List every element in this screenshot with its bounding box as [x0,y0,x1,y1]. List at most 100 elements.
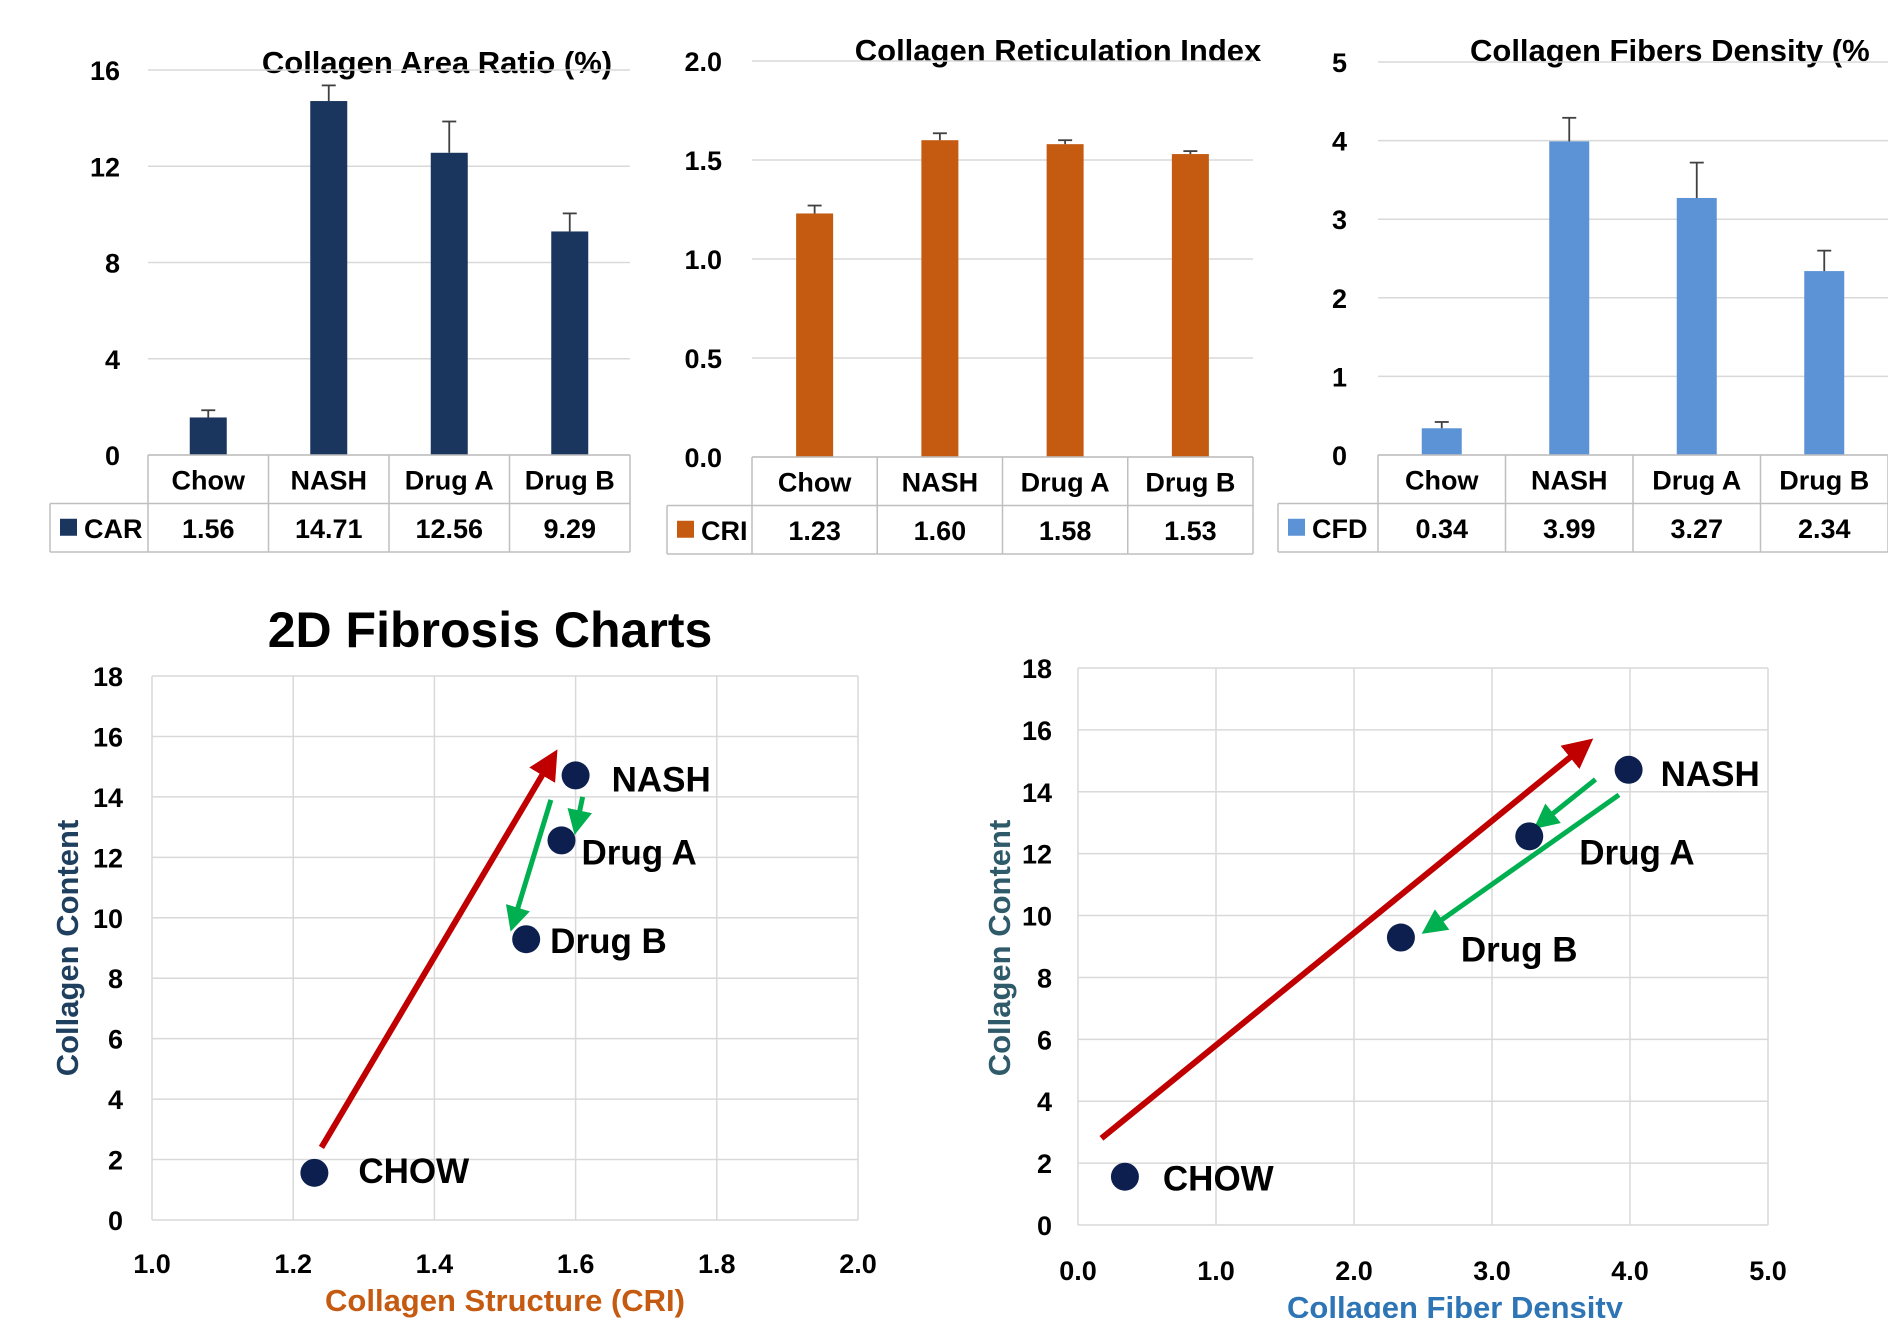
y-tick-label: 3 [1332,205,1347,235]
point-drug-b [1386,923,1415,952]
y-tick-label: 0.0 [684,443,722,473]
y-tick-label: 0 [108,1206,123,1236]
category-label: Drug A [405,465,494,495]
x-tick-label: 3.0 [1473,1256,1511,1286]
y-tick-label: 14 [93,783,123,813]
bar-nash [921,140,959,457]
y-axis-label: Collagen Content [982,820,1017,1077]
point-label: Drug B [550,922,667,961]
x-axis-label: Collagen Structure (CRI) [325,1283,685,1318]
y-tick-label: 4 [105,345,120,375]
point-label: CHOW [1163,1160,1274,1199]
table-value: 3.27 [1670,514,1723,544]
y-tick-label: 12 [1022,840,1052,870]
x-tick-label: 1.2 [274,1249,312,1279]
treatment-arrow [505,799,554,932]
point-label: NASH [612,760,711,799]
point-drug-a [1515,822,1544,851]
x-tick-label: 1.0 [1197,1256,1235,1286]
bar-drug-a [1676,197,1717,455]
y-tick-label: 0 [105,441,120,471]
y-tick-label: 1.5 [684,146,722,176]
treatment-arrow [1533,777,1598,829]
x-tick-label: 1.6 [557,1249,595,1279]
category-label: Chow [778,467,852,497]
table-value: 9.29 [543,514,596,544]
bar-chow [189,417,227,455]
legend-swatch [677,520,694,538]
x-tick-label: 2.0 [1335,1256,1373,1286]
legend-label: CRI [701,516,748,546]
y-tick-label: 6 [108,1025,123,1055]
point-chow [300,1158,329,1187]
y-tick-label: 0 [1037,1211,1052,1241]
legend-swatch [1288,518,1305,536]
legend-swatch [60,518,77,536]
x-tick-label: 2.0 [839,1249,877,1279]
category-label: Drug A [1021,467,1110,497]
y-tick-label: 12 [93,843,123,873]
category-label: Drug A [1652,465,1741,495]
point-label: Drug B [1461,931,1578,970]
y-tick-label: 1.0 [684,245,722,275]
y-tick-label: 8 [108,964,123,994]
bar-chow [796,213,834,457]
point-label: NASH [1661,755,1760,794]
y-tick-label: 16 [90,56,120,86]
collagen-area-ratio-chart: Collagen Area Ratio (%) 0 4 8 12 16 Chow 1.56 N… [49,45,631,553]
fiber-density-vs-content-scatter: Collagen Fiber Density Collagen Content … [982,654,1787,1318]
chart-title: Collagen Area Ratio (%) [262,45,612,80]
section-title: 2D Fibrosis Charts [268,602,713,658]
table-value: 1.56 [182,514,235,544]
point-drug-b [512,925,541,954]
y-tick-label: 1 [1332,362,1347,392]
table-value: 2.34 [1798,514,1851,544]
category-label: Drug B [1779,465,1869,495]
x-tick-label: 0.0 [1059,1256,1097,1286]
bar-drug-b [1171,154,1209,457]
y-tick-label: 4 [1037,1087,1052,1117]
x-axis-label: Collagen Fiber Density [1287,1290,1624,1318]
bar-drug-a [430,152,468,455]
y-tick-label: 2.0 [684,47,722,77]
category-label: Chow [1405,465,1479,495]
table-value: 12.56 [415,514,483,544]
x-tick-label: 1.8 [698,1249,736,1279]
treatment-arrow [1421,792,1621,934]
y-tick-label: 2 [1037,1149,1052,1179]
category-label: NASH [902,467,979,497]
y-tick-label: 4 [108,1085,123,1115]
point-label: Drug A [581,833,696,872]
y-tick-label: 8 [105,249,120,279]
chart-title: Collagen Reticulation Index [855,33,1262,68]
table-value: 1.60 [914,516,967,546]
x-tick-label: 4.0 [1611,1256,1649,1286]
point-nash [1614,755,1643,784]
bar-drug-a [1046,144,1084,457]
collagen-fibers-density-chart: Collagen Fibers Density (% 012345Chow0.3… [1277,33,1888,553]
y-tick-label: 8 [1037,963,1052,993]
y-tick-label: 0 [1332,441,1347,471]
category-label: NASH [290,465,367,495]
bar-nash [1549,141,1590,456]
y-tick-label: 18 [93,662,123,692]
table-value: 1.23 [788,516,841,546]
y-tick-label: 4 [1332,127,1347,157]
legend-label: CAR [84,514,143,544]
y-tick-label: 18 [1022,654,1052,684]
table-value: 0.34 [1415,514,1468,544]
table-value: 1.58 [1039,516,1092,546]
y-tick-label: 10 [1022,902,1052,932]
cri-vs-content-scatter: Collagen Structure (CRI) Collagen Conten… [50,662,877,1318]
table-value: 1.53 [1164,516,1217,546]
category-label: Chow [172,465,246,495]
bar-chow [1421,428,1462,455]
x-tick-label: 5.0 [1749,1256,1787,1286]
table-value: 3.99 [1543,514,1596,544]
progression-arrow [318,749,558,1149]
y-tick-label: 10 [93,904,123,934]
point-label: CHOW [358,1152,469,1191]
point-label: Drug A [1579,833,1694,872]
category-label: Drug B [1145,467,1235,497]
